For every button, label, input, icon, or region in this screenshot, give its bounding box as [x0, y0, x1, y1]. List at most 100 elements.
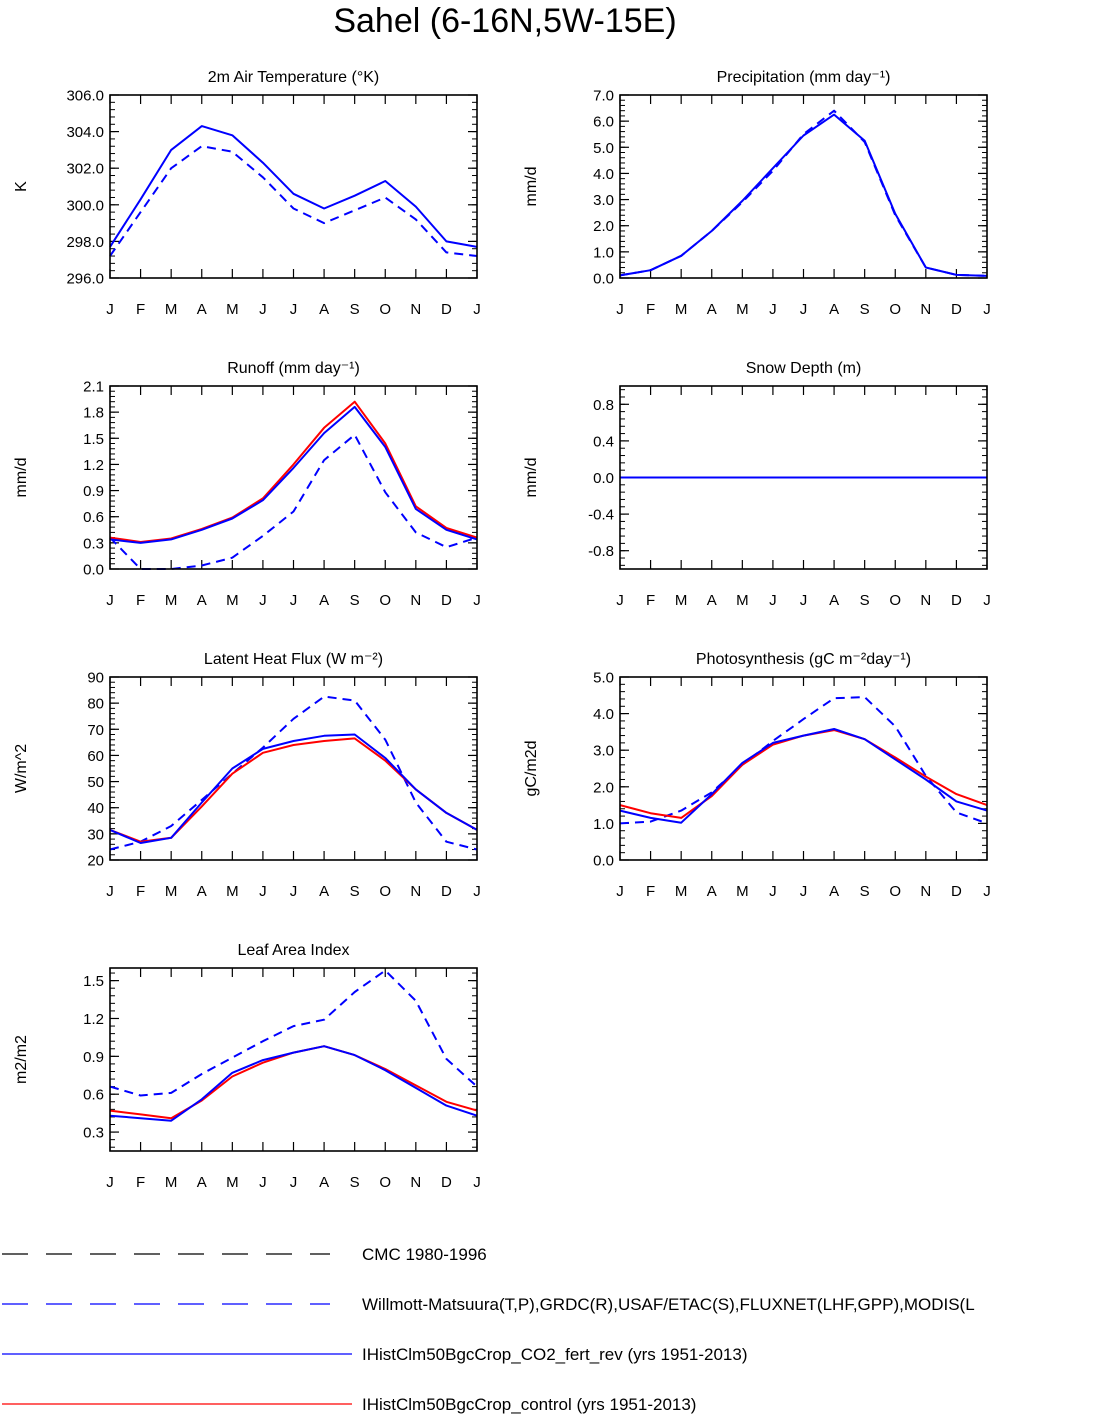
plot-frame [109, 967, 478, 1152]
x-tick-label: M [675, 301, 688, 318]
x-tick-label: J [290, 301, 298, 318]
y-tick-label: 2.0 [593, 779, 614, 796]
y-tick-label: 1.0 [593, 244, 614, 261]
x-tick-label: D [951, 592, 962, 609]
chart-title: Snow Depth (m) [746, 360, 862, 377]
y-tick-label: 1.2 [83, 457, 104, 474]
x-tick-label: O [379, 301, 391, 318]
y-tick-label: 2.1 [83, 379, 104, 396]
chart-panels: 2m Air Temperature (°K)K306.0304.0302.03… [13, 69, 991, 1191]
chart-snow-depth: Snow Depth (m) mm/d 0.8 0.4 0.0 -0.4 -0.8 J F M A M… [523, 360, 991, 609]
x-tick-label: M [226, 883, 239, 900]
y-tick-label: 1.8 [83, 405, 104, 422]
x-tick-label: O [889, 592, 901, 609]
series-line-observed [619, 696, 988, 825]
x-tick-label: J [983, 301, 991, 318]
y-tick-label: 1.5 [83, 431, 104, 448]
page-title: Sahel (6-16N,5W-15E) [333, 2, 677, 40]
x-tick-label: J [290, 883, 298, 900]
x-tick-label: N [410, 883, 421, 900]
y-tick-label: 0.0 [593, 853, 614, 870]
x-tick-label: S [350, 883, 360, 900]
legend-entry-control: IHistClm50BgcCrop_control (yrs 1951-2013… [2, 1395, 696, 1414]
legend-label-cmc: CMC 1980-1996 [362, 1245, 487, 1264]
x-tick-label: M [736, 301, 749, 318]
x-tick-label: M [736, 592, 749, 609]
chart-air-temperature: 2m Air Temperature (°K) K 306.0 304.0 302.0 3… [13, 69, 481, 318]
y-tick-label: 302.0 [66, 161, 104, 178]
chart-photosynthesis: Photosynthesis (gC m⁻²day⁻¹) gC/m2d 5.0 4.0… [523, 651, 991, 900]
x-tick-label: J [769, 592, 777, 609]
x-tick-label: F [136, 883, 145, 900]
y-axis-label: mm/d [13, 458, 30, 498]
x-tick-label: J [473, 592, 481, 609]
x-tick-label: A [319, 592, 329, 609]
x-tick-label: N [920, 301, 931, 318]
x-tick-label: J [616, 301, 624, 318]
x-tick-label: J [983, 592, 991, 609]
x-tick-label: J [290, 1174, 298, 1191]
series-line-observed [109, 145, 478, 257]
x-tick-label: J [259, 883, 267, 900]
plot-frame [619, 94, 988, 279]
x-tick-label: M [675, 883, 688, 900]
x-tick-label: F [136, 301, 145, 318]
x-tick-label: S [350, 1174, 360, 1191]
x-tick-label: J [106, 1174, 114, 1191]
x-tick-label: J [616, 592, 624, 609]
x-tick-label: A [197, 592, 207, 609]
y-tick-label: 304.0 [66, 124, 104, 141]
y-tick-label: 60 [87, 748, 104, 765]
x-tick-label: O [379, 592, 391, 609]
x-tick-label: N [410, 301, 421, 318]
y-tick-label: 300.0 [66, 197, 104, 214]
series-line-control [109, 737, 478, 843]
x-tick-label: O [889, 301, 901, 318]
y-tick-label: 0.3 [83, 1125, 104, 1142]
series-line-control [619, 729, 988, 819]
x-tick-label: M [226, 592, 239, 609]
chart-title: Precipitation (mm day⁻¹) [717, 69, 891, 86]
series-line-co2-fert-rev [109, 733, 478, 844]
chart-title: 2m Air Temperature (°K) [208, 69, 380, 86]
series-line-observed [109, 695, 478, 851]
y-axis-label: K [13, 181, 30, 192]
x-tick-label: S [350, 592, 360, 609]
x-tick-label: M [165, 883, 178, 900]
legend-label-control: IHistClm50BgcCrop_control (yrs 1951-2013… [362, 1395, 696, 1414]
x-tick-label: J [473, 883, 481, 900]
x-tick-label: O [379, 1174, 391, 1191]
y-tick-label: 0.9 [83, 483, 104, 500]
y-axis-label: mm/d [523, 167, 540, 207]
chart-title: Runoff (mm day⁻¹) [227, 360, 360, 377]
x-tick-label: A [707, 301, 717, 318]
y-tick-label: 40 [87, 800, 104, 817]
y-tick-label: 5.0 [593, 670, 614, 687]
y-tick-label: 4.0 [593, 166, 614, 183]
x-tick-label: J [473, 1174, 481, 1191]
x-tick-label: F [646, 883, 655, 900]
y-tick-label: 30 [87, 826, 104, 843]
legend-label-co2: IHistClm50BgcCrop_CO2_fert_rev (yrs 1951… [362, 1345, 748, 1364]
x-tick-label: A [829, 301, 839, 318]
x-tick-label: J [983, 883, 991, 900]
y-tick-label: 0.4 [593, 433, 614, 450]
y-tick-label: 0.0 [83, 562, 104, 579]
x-tick-label: A [197, 1174, 207, 1191]
y-tick-label: 3.0 [593, 192, 614, 209]
legend-entry-cmc: CMC 1980-1996 [2, 1245, 487, 1264]
x-tick-label: J [800, 592, 808, 609]
y-tick-label: 0.6 [83, 1087, 104, 1104]
x-tick-label: J [259, 301, 267, 318]
plot-frame [109, 385, 478, 570]
chart-latent-heat-flux: Latent Heat Flux (W m⁻²) W/m^2 90 80 70 60 50 4… [13, 651, 481, 900]
y-tick-label: 50 [87, 774, 104, 791]
x-tick-label: N [920, 883, 931, 900]
y-tick-label: 306.0 [66, 88, 104, 105]
series-line-co2-fert-rev [619, 113, 988, 277]
x-tick-label: O [889, 883, 901, 900]
series-line-co2-fert-rev [109, 125, 478, 248]
x-tick-label: J [106, 592, 114, 609]
x-tick-label: A [319, 301, 329, 318]
x-tick-label: J [769, 301, 777, 318]
